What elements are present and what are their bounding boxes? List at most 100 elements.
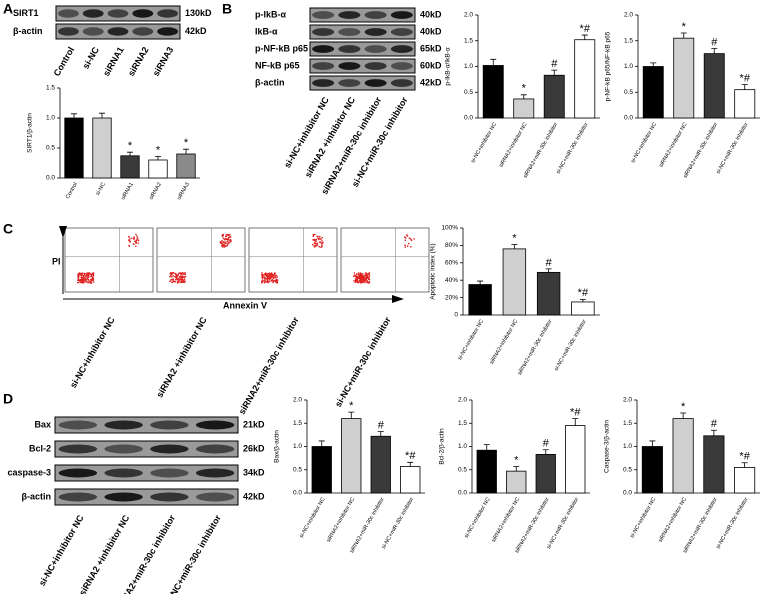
- y-axis-label: p-IkB-α/IkB-α: [445, 47, 452, 85]
- y-tick-label: 0.5: [293, 466, 302, 473]
- flow-event: [315, 238, 318, 241]
- flow-event: [410, 239, 413, 242]
- y-tick-label: 1.0: [624, 63, 633, 70]
- flow-event: [261, 278, 264, 280]
- flow-event: [366, 281, 369, 284]
- error-bar: [127, 151, 133, 156]
- flow-event: [82, 281, 84, 284]
- flow-event: [92, 276, 94, 279]
- blot-band: [364, 62, 387, 70]
- flow-event: [268, 280, 271, 282]
- blot-size-label: 26kD: [243, 443, 265, 453]
- flow-event: [360, 273, 362, 276]
- flow-event: [315, 244, 317, 246]
- flow-event: [267, 276, 269, 278]
- blot-row-label: IkB-α: [255, 26, 278, 36]
- flow-event: [274, 279, 276, 282]
- flow-event: [132, 243, 135, 245]
- blot-row-label: β-actin: [13, 26, 43, 36]
- flow-event: [360, 278, 363, 280]
- panel-label: A: [3, 1, 13, 17]
- lane-label: siRNA2+miR-30c inhibitor: [237, 315, 301, 416]
- blot-band: [150, 444, 189, 454]
- flow-plot: [156, 227, 246, 293]
- x-tick-label: siRNA2+inhibitor NC: [658, 497, 689, 544]
- flow-event: [266, 279, 269, 282]
- flow-event: [177, 280, 180, 282]
- bar: [642, 66, 664, 119]
- flow-event: [271, 275, 274, 278]
- blot-row-label: SIRT1: [13, 8, 39, 18]
- y-tick-label: 0.5: [624, 89, 633, 96]
- blot-band: [390, 62, 413, 70]
- significance-mark: *: [512, 232, 517, 244]
- significance-mark: *#: [578, 287, 589, 299]
- lane-label: siRNA1: [101, 45, 126, 78]
- flow-event: [176, 282, 179, 284]
- flow-event: [368, 281, 370, 284]
- bar: [482, 65, 504, 119]
- bar: [506, 470, 527, 494]
- flow-event: [183, 276, 186, 278]
- x-tick-label: siRNA2+miR-30c inhibitor: [682, 497, 719, 555]
- blot-band: [132, 9, 154, 18]
- blot-band: [107, 9, 129, 18]
- flow-event: [172, 278, 175, 280]
- flow-event: [314, 242, 316, 244]
- flow-event: [360, 275, 362, 277]
- blot-band: [195, 444, 235, 454]
- y-tick-label: 2.0: [293, 397, 302, 404]
- flow-event: [92, 272, 95, 275]
- flow-event: [267, 281, 269, 283]
- flow-event: [176, 274, 179, 277]
- flow-event: [222, 241, 225, 243]
- flow-event: [181, 275, 184, 278]
- flow-event: [92, 273, 95, 276]
- x-tick-label: si-NC+inhibitor NC: [630, 122, 658, 165]
- flow-event: [223, 244, 226, 247]
- blot-band: [195, 468, 235, 478]
- blot-row-label: β-actin: [22, 491, 52, 501]
- flow-event: [366, 276, 368, 279]
- blot-band: [195, 420, 235, 430]
- flow-event: [312, 238, 314, 241]
- flow-event: [180, 278, 182, 281]
- bar: [565, 425, 586, 494]
- flow-event: [77, 276, 79, 278]
- flow-event: [270, 277, 273, 279]
- flow-event: [137, 239, 139, 241]
- flow-event: [89, 275, 91, 278]
- blot-band: [150, 420, 189, 430]
- error-bar: [99, 112, 105, 118]
- significance-mark: #: [546, 257, 553, 269]
- flow-event: [221, 242, 223, 244]
- flow-event: [84, 276, 87, 278]
- bar: [341, 418, 362, 494]
- y-tick-label: 1.5: [46, 85, 55, 92]
- error-bar: [155, 156, 161, 160]
- significance-mark: *#: [570, 407, 581, 419]
- x-tick-label: si-NC+miR-30c inhibitor: [555, 122, 589, 176]
- blot-band: [312, 79, 335, 87]
- panel-label: C: [3, 221, 13, 237]
- flow-event: [357, 272, 360, 274]
- flow-event: [263, 278, 266, 280]
- y-tick-label: 0.0: [458, 490, 467, 497]
- flow-event: [82, 277, 84, 279]
- flow-event: [353, 280, 355, 282]
- bar: [703, 53, 725, 119]
- x-tick-label: siRNA2+miR-30c inhibitor: [682, 122, 719, 180]
- flow-event: [225, 245, 227, 247]
- flow-event: [86, 278, 88, 281]
- x-tick-label: si-NC+inhibitor NC: [470, 122, 498, 165]
- lane-label: siRNA2 +inhibitor NC: [77, 513, 132, 594]
- flow-event: [410, 238, 412, 240]
- significance-mark: #: [378, 420, 385, 432]
- y-tick-label: 2.0: [623, 397, 632, 404]
- bar: [543, 74, 565, 119]
- x-tick-label: siRNA2+miR-30c inhibitor: [517, 319, 554, 377]
- y-tick-label: 0.5: [623, 466, 632, 473]
- flow-event: [177, 273, 179, 276]
- flow-event: [356, 273, 358, 275]
- flow-event: [221, 240, 223, 242]
